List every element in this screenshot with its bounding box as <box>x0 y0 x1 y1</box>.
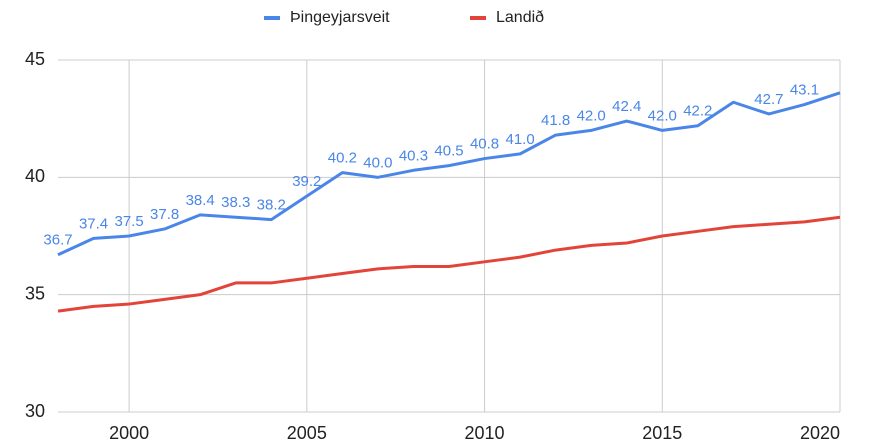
y-tick-label: 45 <box>25 49 45 69</box>
data-label: 40.0 <box>363 154 392 171</box>
data-label: 42.0 <box>577 107 606 124</box>
x-tick-label: 2005 <box>287 423 327 443</box>
x-tick-label: 2015 <box>642 423 682 443</box>
data-label: 39.2 <box>292 173 321 190</box>
data-label: 42.2 <box>683 103 712 120</box>
x-tick-label: 2020 <box>800 423 840 443</box>
data-label: 40.8 <box>470 136 499 153</box>
data-label: 42.0 <box>648 107 677 124</box>
data-label: 37.5 <box>114 213 143 230</box>
data-label: 42.4 <box>612 98 641 115</box>
data-label: 38.3 <box>221 194 250 211</box>
series-line <box>57 215 841 313</box>
data-label: 40.5 <box>434 143 463 160</box>
data-label: 37.4 <box>79 215 108 232</box>
legend-label: Þingeyjarsveit <box>290 9 390 26</box>
data-label: 38.4 <box>186 192 215 209</box>
x-tick-label: 2000 <box>109 423 149 443</box>
x-tick-label: 2010 <box>465 423 505 443</box>
legend-swatch <box>264 16 280 20</box>
data-label: 42.7 <box>754 91 783 108</box>
data-label: 38.2 <box>257 197 286 214</box>
y-tick-label: 30 <box>25 401 45 421</box>
data-label: 43.1 <box>790 82 819 99</box>
data-label: 40.3 <box>399 147 428 164</box>
legend-label: Landið <box>496 9 544 26</box>
y-tick-label: 35 <box>25 283 45 303</box>
data-label: 41.8 <box>541 112 570 129</box>
legend-swatch <box>470 16 486 20</box>
data-label: 37.8 <box>150 206 179 223</box>
y-tick-label: 40 <box>25 166 45 186</box>
series-line <box>57 91 841 257</box>
data-label: 36.7 <box>43 232 72 249</box>
data-label: 41.0 <box>505 131 534 148</box>
data-label: 40.2 <box>328 150 357 167</box>
